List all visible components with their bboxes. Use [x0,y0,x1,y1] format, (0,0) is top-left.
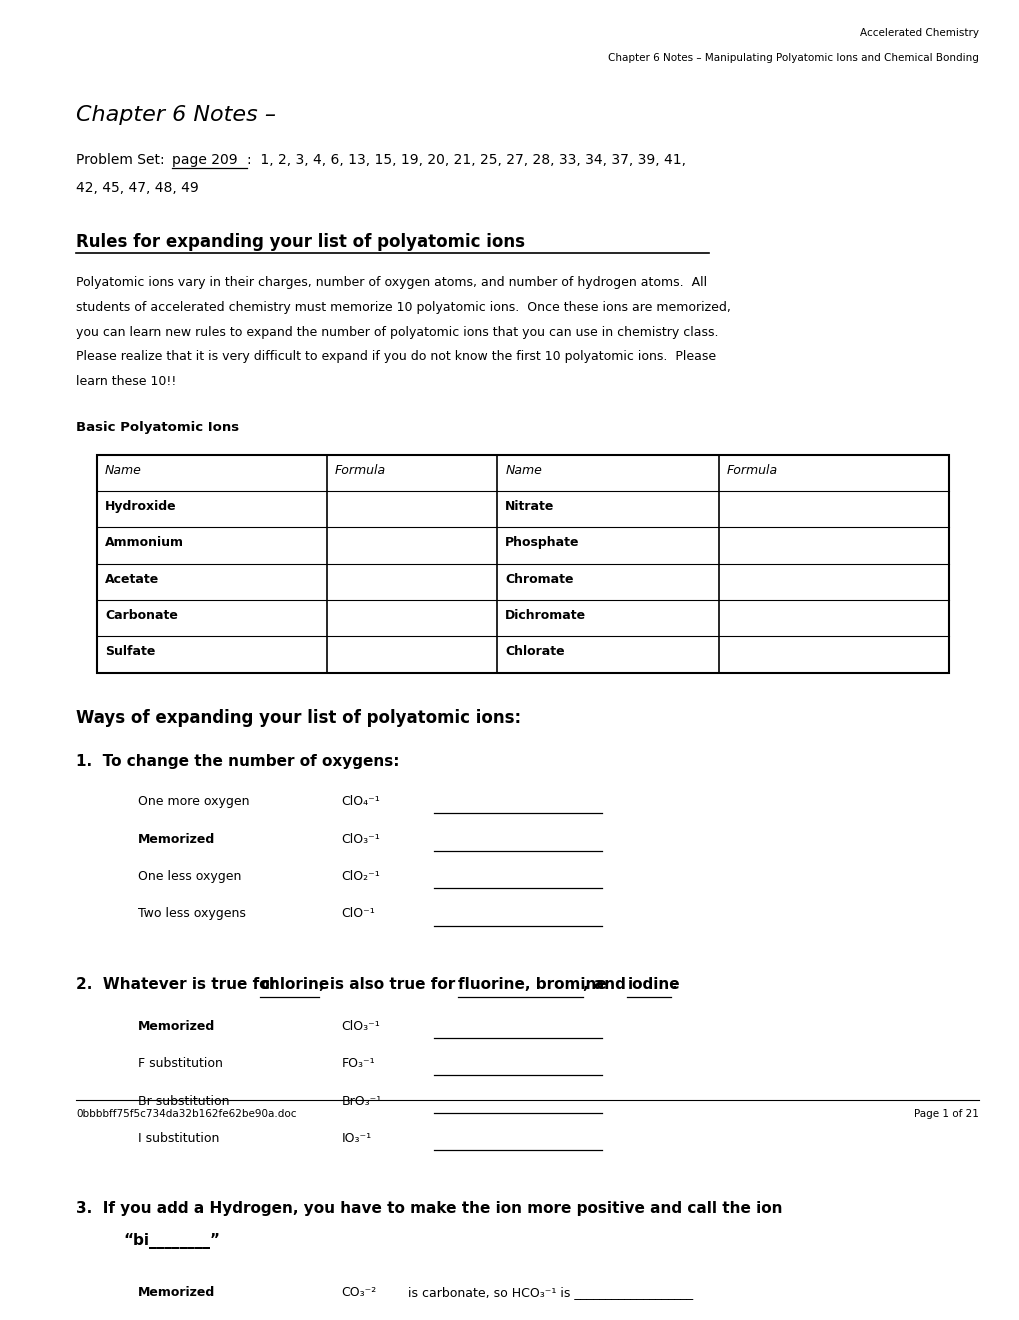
Text: Ways of expanding your list of polyatomic ions:: Ways of expanding your list of polyatomi… [76,709,521,727]
Text: students of accelerated chemistry must memorize 10 polyatomic ions.  Once these : students of accelerated chemistry must m… [76,301,731,314]
Text: “bi________”: “bi________” [123,1233,220,1249]
Text: Memorized: Memorized [138,1019,215,1032]
Text: 1.  To change the number of oxygens:: 1. To change the number of oxygens: [76,754,399,770]
Text: Formula: Formula [334,463,386,477]
Text: Accelerated Chemistry: Accelerated Chemistry [859,28,978,38]
Text: 2.  Whatever is true for: 2. Whatever is true for [76,977,282,991]
Text: Acetate: Acetate [105,573,159,586]
Text: Chapter 6 Notes –: Chapter 6 Notes – [76,106,276,125]
Text: Formula: Formula [727,463,777,477]
Text: Basic Polyatomic Ions: Basic Polyatomic Ions [76,421,239,434]
Text: ClO₂⁻¹: ClO₂⁻¹ [341,870,380,883]
Text: Dichromate: Dichromate [504,609,586,622]
Text: Two less oxygens: Two less oxygens [138,907,246,920]
Text: Memorized: Memorized [138,1286,215,1299]
Text: Problem Set:: Problem Set: [76,153,169,168]
Text: Please realize that it is very difficult to expand if you do not know the first : Please realize that it is very difficult… [76,351,716,363]
Text: Phosphate: Phosphate [504,536,579,549]
Text: learn these 10!!: learn these 10!! [76,375,176,388]
Text: .: . [671,977,677,991]
Text: fluorine, bromine: fluorine, bromine [458,977,606,991]
Text: Polyatomic ions vary in their charges, number of oxygen atoms, and number of hyd: Polyatomic ions vary in their charges, n… [76,276,707,289]
Text: IO₃⁻¹: IO₃⁻¹ [341,1133,372,1144]
Text: Br substitution: Br substitution [138,1094,229,1107]
Text: Rules for expanding your list of polyatomic ions: Rules for expanding your list of polyato… [76,232,525,251]
Text: Ammonium: Ammonium [105,536,183,549]
Text: One less oxygen: One less oxygen [138,870,240,883]
Text: ClO⁻¹: ClO⁻¹ [341,907,375,920]
Text: page 209: page 209 [172,153,237,168]
Text: CO₃⁻²: CO₃⁻² [341,1286,377,1299]
Text: :  1, 2, 3, 4, 6, 13, 15, 19, 20, 21, 25, 27, 28, 33, 34, 37, 39, 41,: : 1, 2, 3, 4, 6, 13, 15, 19, 20, 21, 25,… [247,153,685,168]
Text: ClO₄⁻¹: ClO₄⁻¹ [341,795,380,808]
Bar [97,455,948,673]
Text: Memorized: Memorized [138,833,215,846]
Text: Chromate: Chromate [504,573,574,586]
Text: 0bbbbff75f5c734da32b162fe62be90a.doc: 0bbbbff75f5c734da32b162fe62be90a.doc [76,1109,297,1119]
Text: Chapter 6 Notes – Manipulating Polyatomic Ions and Chemical Bonding: Chapter 6 Notes – Manipulating Polyatomi… [607,53,978,63]
Text: Sulfate: Sulfate [105,645,155,659]
Text: 42, 45, 47, 48, 49: 42, 45, 47, 48, 49 [76,181,199,195]
Text: BrO₃⁻¹: BrO₃⁻¹ [341,1094,381,1107]
Text: 3.  If you add a Hydrogen, you have to make the ion more positive and call the i: 3. If you add a Hydrogen, you have to ma… [76,1201,783,1216]
Text: I substitution: I substitution [138,1133,219,1144]
Text: Name: Name [105,463,142,477]
Text: you can learn new rules to expand the number of polyatomic ions that you can use: you can learn new rules to expand the nu… [76,326,718,338]
Text: Page 1 of 21: Page 1 of 21 [913,1109,978,1119]
Text: One more oxygen: One more oxygen [138,795,249,808]
Text: , is also true for: , is also true for [319,977,460,991]
Text: Name: Name [504,463,542,477]
Text: chlorine: chlorine [260,977,329,991]
Text: Nitrate: Nitrate [504,500,554,513]
Text: Hydroxide: Hydroxide [105,500,176,513]
Text: FO₃⁻¹: FO₃⁻¹ [341,1057,375,1071]
Text: is carbonate, so HCO₃⁻¹ is ___________________: is carbonate, so HCO₃⁻¹ is _____________… [408,1286,693,1299]
Text: , and: , and [583,977,631,991]
Text: F substitution: F substitution [138,1057,222,1071]
Text: Carbonate: Carbonate [105,609,177,622]
Text: Chlorate: Chlorate [504,645,565,659]
Text: ClO₃⁻¹: ClO₃⁻¹ [341,1019,380,1032]
Text: iodine: iodine [627,977,680,991]
Text: ClO₃⁻¹: ClO₃⁻¹ [341,833,380,846]
